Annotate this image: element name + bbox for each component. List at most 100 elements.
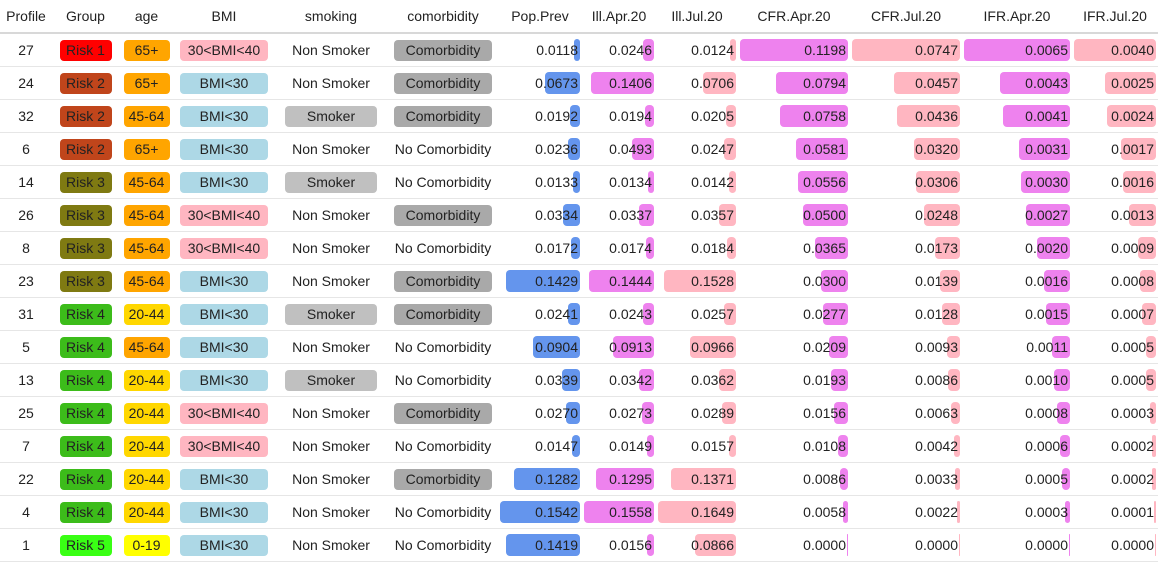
cell-profile: 4 [0, 495, 52, 529]
cell-ill-jul: 0.0706 [656, 66, 738, 100]
ifr-apr-bar [964, 39, 1070, 61]
cell-profile: 31 [0, 297, 52, 331]
cell-smoking: Non Smoker [274, 429, 388, 463]
ifr-apr-bar [1025, 204, 1070, 226]
smoking-badge: Smoker [285, 105, 377, 127]
comorbidity-badge: No Comorbidity [394, 239, 492, 256]
cfr-jul-value: 0.0033 [915, 471, 958, 487]
ifr-jul-value: 0.0003 [1111, 405, 1154, 421]
cell-group: Risk 2 [52, 132, 119, 166]
group-badge: Risk 4 [59, 336, 112, 358]
smoking-badge: Non Smoker [292, 536, 370, 553]
comorbidity-badge: No Comorbidity [394, 437, 492, 454]
cell-cfr-jul: 0.0093 [850, 330, 962, 364]
cell-comorbidity: No Comorbidity [388, 330, 498, 364]
ifr-jul-value: 0.0007 [1111, 306, 1154, 322]
age-badge: 45-64 [123, 171, 170, 193]
age-badge: 65+ [123, 72, 170, 94]
cell-ill-jul: 0.0142 [656, 165, 738, 199]
header-cfr-apr: CFR.Apr.20 [738, 0, 850, 34]
pop-prev-bar [533, 336, 580, 358]
cell-cfr-apr: 0.0277 [738, 297, 850, 331]
ill-apr-value: 0.0243 [609, 306, 652, 322]
cell-smoking: Non Smoker [274, 264, 388, 298]
ifr-apr-bar [1043, 270, 1070, 292]
table-row: 4 Risk 4 20-44 BMI<30 Non Smoker No Comorbidi… [0, 495, 1158, 529]
cell-ill-jul: 0.0362 [656, 363, 738, 397]
cell-profile: 26 [0, 198, 52, 232]
ill-jul-value: 0.0257 [691, 306, 734, 322]
cell-cfr-apr: 0.0086 [738, 462, 850, 496]
ifr-jul-value: 0.0002 [1111, 471, 1154, 487]
pop-prev-value: 0.1429 [535, 273, 578, 289]
ifr-apr-value: 0.0011 [1026, 339, 1068, 355]
cell-comorbidity: Comorbidity [388, 198, 498, 232]
ifr-jul-bar [1123, 171, 1156, 193]
cell-ifr-apr: 0.0043 [962, 66, 1072, 100]
pop-prev-bar [562, 204, 580, 226]
group-badge: Risk 3 [59, 171, 112, 193]
pop-prev-bar [570, 105, 580, 127]
ifr-jul-bar [1139, 270, 1156, 292]
pop-prev-value: 0.0192 [535, 108, 578, 124]
cell-ifr-jul: 0.0007 [1072, 297, 1158, 331]
cell-smoking: Smoker [274, 99, 388, 133]
cell-pop-prev: 0.0270 [498, 396, 582, 430]
cell-age: 20-44 [119, 462, 174, 496]
ifr-jul-bar [1074, 39, 1156, 61]
cell-smoking: Non Smoker [274, 231, 388, 265]
cell-ifr-apr: 0.0027 [962, 198, 1072, 232]
table-row: 22 Risk 4 20-44 BMI<30 Non Smoker Comorbidity… [0, 462, 1158, 496]
cell-bmi: BMI<30 [174, 132, 274, 166]
cell-ifr-jul: 0.0009 [1072, 231, 1158, 265]
comorbidity-badge: No Comorbidity [394, 503, 492, 520]
cell-ifr-jul: 0.0013 [1072, 198, 1158, 232]
pop-prev-bar [571, 237, 580, 259]
cell-cfr-apr: 0.1198 [738, 33, 850, 67]
cfr-jul-bar [896, 105, 960, 127]
ill-apr-value: 0.0246 [609, 42, 652, 58]
cell-pop-prev: 0.0192 [498, 99, 582, 133]
cfr-jul-value: 0.0248 [915, 207, 958, 223]
cell-ill-apr: 0.0174 [582, 231, 656, 265]
cell-profile: 14 [0, 165, 52, 199]
cell-bmi: BMI<30 [174, 495, 274, 529]
cell-age: 45-64 [119, 99, 174, 133]
comorbidity-badge: Comorbidity [394, 204, 492, 226]
ill-jul-value: 0.1528 [691, 273, 734, 289]
ifr-jul-value: 0.0009 [1111, 240, 1154, 256]
cell-ill-apr: 0.1406 [582, 66, 656, 100]
ill-jul-bar [702, 72, 736, 94]
cell-age: 65+ [119, 66, 174, 100]
pop-prev-value: 0.0339 [535, 372, 578, 388]
pop-prev-value: 0.0673 [535, 75, 578, 91]
cell-ifr-apr: 0.0000 [962, 528, 1072, 562]
smoking-badge: Non Smoker [292, 272, 370, 289]
ill-jul-bar [671, 468, 736, 490]
pop-prev-bar [573, 171, 580, 193]
cfr-apr-bar [833, 402, 848, 424]
cell-group: Risk 3 [52, 198, 119, 232]
bmi-badge: 30<BMI<40 [180, 39, 268, 61]
cell-cfr-jul: 0.0306 [850, 165, 962, 199]
cfr-apr-value: 0.0000 [803, 537, 846, 553]
ill-apr-bar [643, 303, 654, 325]
bmi-badge: BMI<30 [180, 171, 268, 193]
cell-age: 20-44 [119, 396, 174, 430]
cell-cfr-apr: 0.0500 [738, 198, 850, 232]
ifr-jul-bar [1121, 138, 1156, 160]
bmi-badge: BMI<30 [180, 468, 268, 490]
age-badge: 45-64 [123, 237, 170, 259]
ill-apr-value: 0.0149 [609, 438, 652, 454]
ifr-apr-value: 0.0041 [1025, 108, 1068, 124]
cell-ifr-jul: 0.0017 [1072, 132, 1158, 166]
age-badge: 45-64 [123, 270, 170, 292]
ifr-apr-value: 0.0000 [1025, 537, 1068, 553]
bmi-badge: BMI<30 [180, 336, 268, 358]
cell-bmi: 30<BMI<40 [174, 429, 274, 463]
ill-apr-bar [645, 105, 654, 127]
cfr-jul-bar [941, 303, 960, 325]
cell-profile: 22 [0, 462, 52, 496]
cell-cfr-jul: 0.0457 [850, 66, 962, 100]
cell-ill-jul: 0.0966 [656, 330, 738, 364]
